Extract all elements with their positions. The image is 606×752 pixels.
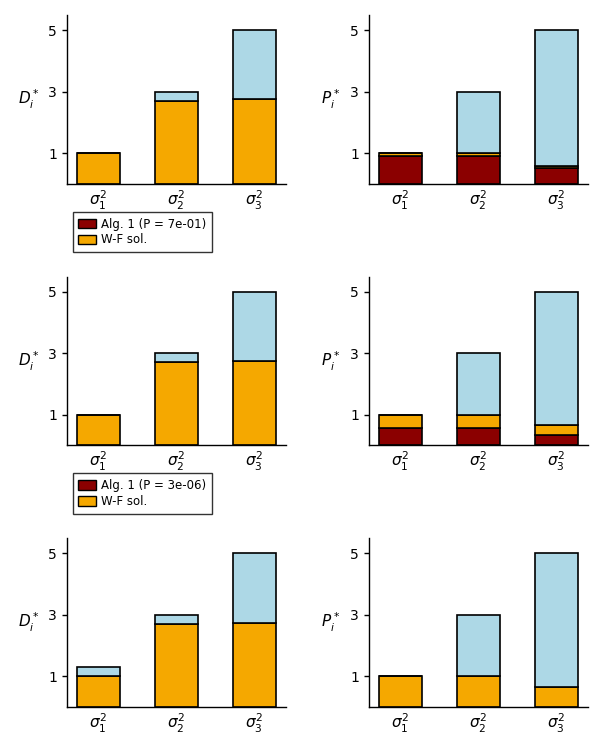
Bar	[76, 676, 119, 707]
Bar	[535, 553, 578, 687]
Y-axis label: $D_i^*$: $D_i^*$	[18, 350, 39, 372]
Bar	[233, 623, 276, 707]
Bar	[233, 99, 276, 183]
Bar	[535, 168, 578, 183]
Bar	[535, 30, 578, 166]
Bar	[535, 435, 578, 445]
Legend: Alg. 1 (P = 3e-06), W-F sol.: Alg. 1 (P = 3e-06), W-F sol.	[73, 473, 212, 514]
Bar	[155, 353, 198, 362]
Bar	[457, 676, 500, 707]
Bar	[379, 156, 422, 183]
Bar	[379, 676, 422, 707]
Bar	[379, 414, 422, 429]
Y-axis label: $P_i^*$: $P_i^*$	[321, 611, 341, 634]
Bar	[379, 153, 422, 156]
Bar	[457, 156, 500, 183]
Y-axis label: $D_i^*$: $D_i^*$	[18, 88, 39, 111]
Bar	[233, 292, 276, 361]
Bar	[379, 429, 422, 445]
Bar	[457, 153, 500, 156]
Y-axis label: $P_i^*$: $P_i^*$	[321, 350, 341, 372]
Bar	[155, 615, 198, 624]
Bar	[535, 166, 578, 168]
Bar	[535, 426, 578, 435]
Bar	[233, 361, 276, 445]
Bar	[535, 687, 578, 707]
Legend: Alg. 1 (P = 7e-01), W-F sol.: Alg. 1 (P = 7e-01), W-F sol.	[73, 211, 212, 253]
Bar	[457, 353, 500, 414]
Bar	[155, 362, 198, 445]
Bar	[76, 153, 119, 183]
Y-axis label: $D_i^*$: $D_i^*$	[18, 611, 39, 634]
Bar	[155, 92, 198, 101]
Bar	[155, 624, 198, 707]
Bar	[457, 429, 500, 445]
Bar	[155, 101, 198, 183]
Bar	[76, 414, 119, 445]
Y-axis label: $P_i^*$: $P_i^*$	[321, 88, 341, 111]
Bar	[535, 292, 578, 426]
Bar	[233, 30, 276, 99]
Bar	[457, 92, 500, 153]
Bar	[233, 553, 276, 623]
Bar	[76, 667, 119, 676]
Bar	[457, 615, 500, 676]
Bar	[457, 414, 500, 429]
